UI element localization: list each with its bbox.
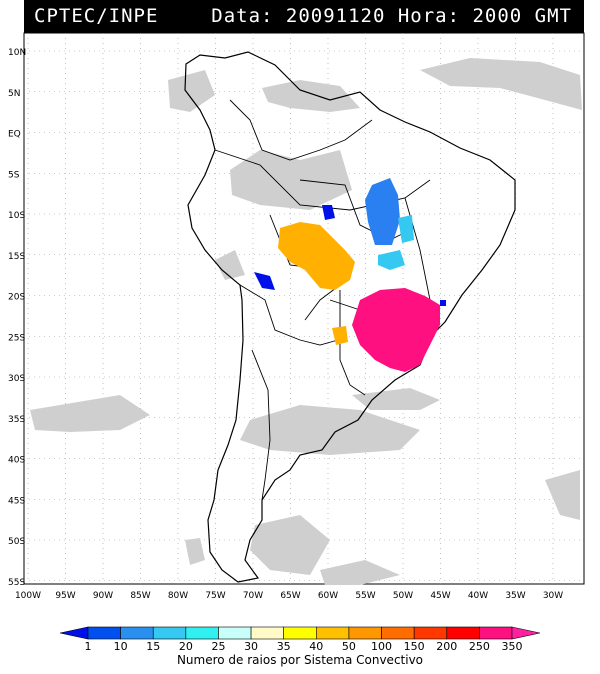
colorbar-box <box>381 626 415 640</box>
colorbar-box <box>250 626 284 640</box>
lat-label: 25S <box>8 333 25 343</box>
colorbar-level-label: 250 <box>469 640 490 653</box>
colorbar-level-label: 200 <box>436 640 457 653</box>
map-header: CPTEC/INPE Data: 20091120 Hora: 2000 GMT <box>24 0 584 33</box>
colorbar-level-label: 100 <box>371 640 392 653</box>
lon-label: 90W <box>93 591 113 601</box>
colorbar-box <box>185 626 219 640</box>
source-label: CPTEC/INPE <box>34 5 159 27</box>
colorbar-box <box>152 626 187 640</box>
lat-label: 50S <box>8 537 25 547</box>
lon-label: 35W <box>505 591 525 601</box>
axis-labels: 10N 5N EQ 5S 10S 15S 20S 25S 30S 35S 40S 45S 50S 55S 1… <box>8 48 563 601</box>
map-frame <box>23 32 585 585</box>
colorbar-box <box>348 626 382 640</box>
colorbar-level-label: 40 <box>309 640 323 653</box>
lon-label: 60W <box>318 591 338 601</box>
lat-label: 35S <box>8 415 25 425</box>
colorbar-box <box>283 626 317 640</box>
lat-label: 45S <box>8 496 25 506</box>
colorbar-high-arrow <box>511 626 541 640</box>
colorbar-level-label: 30 <box>244 640 258 653</box>
lon-label: 65W <box>280 591 300 601</box>
lat-label: 10S <box>8 211 25 221</box>
colorbar-box <box>218 626 252 640</box>
datetime-label: Data: 20091120 Hora: 2000 GMT <box>211 5 572 27</box>
lon-label: 70W <box>243 591 263 601</box>
colorbar-box <box>413 626 448 640</box>
lon-label: 45W <box>430 591 450 601</box>
south-america-outline <box>184 51 516 583</box>
lon-label: 50W <box>393 591 413 601</box>
lat-label: EQ <box>8 130 21 140</box>
colorbar-level-label: 50 <box>342 640 356 653</box>
lon-label: 80W <box>168 591 188 601</box>
lat-label: 20S <box>8 293 25 303</box>
colorbar-level-label: 15 <box>146 640 160 653</box>
colorbar-low-arrow <box>59 626 89 640</box>
colorbar-box <box>479 626 513 640</box>
lat-label: 10N <box>8 48 26 58</box>
cloud-cover <box>30 58 582 585</box>
lat-label: 55S <box>8 578 25 588</box>
colorbar-box <box>316 626 350 640</box>
lon-label: 75W <box>205 591 225 601</box>
colorbar-level-label: 10 <box>114 640 128 653</box>
lon-label: 40W <box>468 591 488 601</box>
colorbar-box <box>87 626 121 640</box>
colorbar-box <box>446 626 480 640</box>
lat-label: 15S <box>8 252 25 262</box>
convective-systems <box>254 178 446 372</box>
lon-label: 30W <box>543 591 563 601</box>
lon-label: 85W <box>130 591 150 601</box>
colorbar-level-label: 35 <box>277 640 291 653</box>
lon-label: 100W <box>15 591 41 601</box>
colorbar-level-label: 150 <box>404 640 425 653</box>
colorbar-level-label: 350 <box>502 640 523 653</box>
colorbar-level-label: 20 <box>179 640 193 653</box>
colorbar-box <box>120 626 154 640</box>
lon-label: 55W <box>355 591 375 601</box>
colorbar-level-label: 1 <box>85 640 92 653</box>
lat-label: 40S <box>8 456 25 466</box>
lon-label: 95W <box>55 591 75 601</box>
colorbar-title: Numero de raios por Sistema Convectivo <box>176 653 424 667</box>
lat-label: 5N <box>8 89 20 99</box>
colorbar: 1 10 15 20 25 30 35 40 50 100 150 200 250 350 <box>59 626 541 653</box>
lat-label: 30S <box>8 374 25 384</box>
lat-label: 5S <box>8 170 20 180</box>
colorbar-level-label: 25 <box>211 640 225 653</box>
